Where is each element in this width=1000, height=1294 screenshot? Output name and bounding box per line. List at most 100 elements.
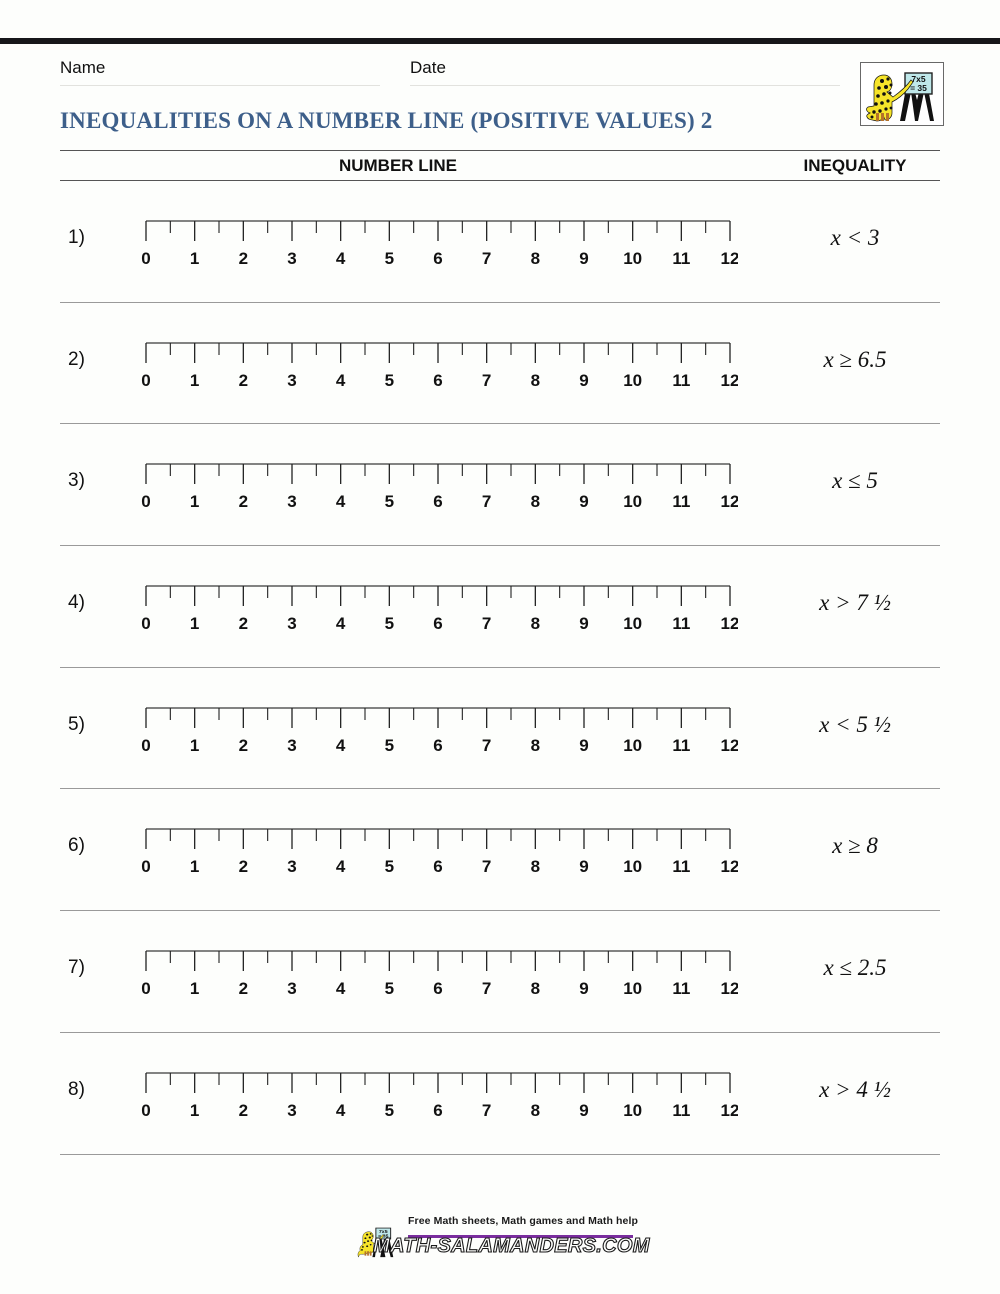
svg-text:2: 2 bbox=[239, 1101, 248, 1120]
svg-text:7: 7 bbox=[482, 857, 491, 876]
svg-text:5: 5 bbox=[385, 614, 394, 633]
svg-text:4: 4 bbox=[336, 492, 346, 511]
svg-text:1: 1 bbox=[190, 736, 199, 755]
svg-text:2: 2 bbox=[239, 979, 248, 998]
svg-text:7: 7 bbox=[482, 492, 491, 511]
svg-text:5: 5 bbox=[385, 1101, 394, 1120]
svg-text:3: 3 bbox=[287, 736, 296, 755]
svg-text:10: 10 bbox=[623, 492, 642, 511]
svg-text:2: 2 bbox=[239, 857, 248, 876]
svg-text:11: 11 bbox=[672, 371, 690, 390]
svg-text:12: 12 bbox=[721, 736, 738, 755]
svg-text:7: 7 bbox=[482, 1101, 491, 1120]
svg-text:8: 8 bbox=[531, 492, 540, 511]
svg-text:11: 11 bbox=[672, 492, 690, 511]
svg-text:3: 3 bbox=[287, 1101, 296, 1120]
svg-text:10: 10 bbox=[623, 249, 642, 268]
svg-text:10: 10 bbox=[623, 979, 642, 998]
svg-text:2: 2 bbox=[239, 249, 248, 268]
svg-text:11: 11 bbox=[672, 979, 690, 998]
svg-text:7: 7 bbox=[482, 249, 491, 268]
svg-text:12: 12 bbox=[721, 857, 738, 876]
svg-text:= 35: = 35 bbox=[910, 83, 927, 93]
svg-text:0: 0 bbox=[141, 979, 150, 998]
svg-text:1: 1 bbox=[190, 857, 199, 876]
svg-text:12: 12 bbox=[721, 371, 738, 390]
svg-text:1: 1 bbox=[190, 1101, 199, 1120]
svg-text:1: 1 bbox=[190, 371, 199, 390]
svg-text:8: 8 bbox=[531, 857, 540, 876]
svg-text:0: 0 bbox=[141, 857, 150, 876]
svg-text:5: 5 bbox=[385, 979, 394, 998]
svg-text:8: 8 bbox=[531, 614, 540, 633]
svg-text:12: 12 bbox=[721, 614, 738, 633]
svg-text:9: 9 bbox=[579, 857, 588, 876]
svg-text:9: 9 bbox=[579, 249, 588, 268]
svg-text:0: 0 bbox=[141, 249, 150, 268]
svg-text:2: 2 bbox=[239, 614, 248, 633]
svg-text:10: 10 bbox=[623, 736, 642, 755]
svg-text:11: 11 bbox=[672, 1101, 690, 1120]
svg-text:9: 9 bbox=[579, 614, 588, 633]
svg-text:5: 5 bbox=[385, 492, 394, 511]
svg-text:6: 6 bbox=[433, 1101, 442, 1120]
svg-text:12: 12 bbox=[721, 249, 738, 268]
svg-text:1: 1 bbox=[190, 979, 199, 998]
svg-text:8: 8 bbox=[531, 979, 540, 998]
svg-text:5: 5 bbox=[385, 736, 394, 755]
svg-text:9: 9 bbox=[579, 371, 588, 390]
svg-text:7: 7 bbox=[482, 979, 491, 998]
svg-text:0: 0 bbox=[141, 371, 150, 390]
svg-text:9: 9 bbox=[579, 1101, 588, 1120]
svg-text:0: 0 bbox=[141, 736, 150, 755]
svg-text:11: 11 bbox=[672, 249, 690, 268]
svg-text:11: 11 bbox=[672, 614, 690, 633]
svg-text:8: 8 bbox=[531, 371, 540, 390]
svg-text:4: 4 bbox=[336, 371, 346, 390]
svg-text:11: 11 bbox=[672, 857, 690, 876]
svg-text:6: 6 bbox=[433, 614, 442, 633]
svg-text:3: 3 bbox=[287, 249, 296, 268]
svg-text:4: 4 bbox=[336, 736, 346, 755]
svg-text:5: 5 bbox=[385, 371, 394, 390]
svg-text:5: 5 bbox=[385, 857, 394, 876]
svg-text:10: 10 bbox=[623, 1101, 642, 1120]
svg-text:7: 7 bbox=[482, 371, 491, 390]
svg-text:3: 3 bbox=[287, 492, 296, 511]
svg-text:4: 4 bbox=[336, 614, 346, 633]
svg-text:4: 4 bbox=[336, 857, 346, 876]
svg-text:10: 10 bbox=[623, 857, 642, 876]
svg-text:9: 9 bbox=[579, 736, 588, 755]
svg-text:4: 4 bbox=[336, 1101, 346, 1120]
svg-text:2: 2 bbox=[239, 371, 248, 390]
svg-text:12: 12 bbox=[721, 492, 738, 511]
svg-text:6: 6 bbox=[433, 492, 442, 511]
svg-text:2: 2 bbox=[239, 492, 248, 511]
svg-text:6: 6 bbox=[433, 857, 442, 876]
svg-text:5: 5 bbox=[385, 249, 394, 268]
svg-text:9: 9 bbox=[579, 979, 588, 998]
svg-text:10: 10 bbox=[623, 614, 642, 633]
svg-text:12: 12 bbox=[721, 1101, 738, 1120]
svg-text:6: 6 bbox=[433, 736, 442, 755]
svg-text:4: 4 bbox=[336, 249, 346, 268]
svg-text:0: 0 bbox=[141, 614, 150, 633]
svg-text:3: 3 bbox=[287, 371, 296, 390]
svg-text:0: 0 bbox=[141, 492, 150, 511]
svg-text:1: 1 bbox=[190, 492, 199, 511]
svg-text:10: 10 bbox=[623, 371, 642, 390]
svg-text:0: 0 bbox=[141, 1101, 150, 1120]
svg-text:3: 3 bbox=[287, 857, 296, 876]
svg-text:3: 3 bbox=[287, 614, 296, 633]
svg-text:6: 6 bbox=[433, 371, 442, 390]
svg-text:11: 11 bbox=[672, 736, 690, 755]
svg-text:4: 4 bbox=[336, 979, 346, 998]
svg-text:8: 8 bbox=[531, 1101, 540, 1120]
svg-text:8: 8 bbox=[531, 249, 540, 268]
svg-text:9: 9 bbox=[579, 492, 588, 511]
svg-text:2: 2 bbox=[239, 736, 248, 755]
svg-text:6: 6 bbox=[433, 249, 442, 268]
svg-text:7: 7 bbox=[482, 736, 491, 755]
svg-text:3: 3 bbox=[287, 979, 296, 998]
svg-text:8: 8 bbox=[531, 736, 540, 755]
